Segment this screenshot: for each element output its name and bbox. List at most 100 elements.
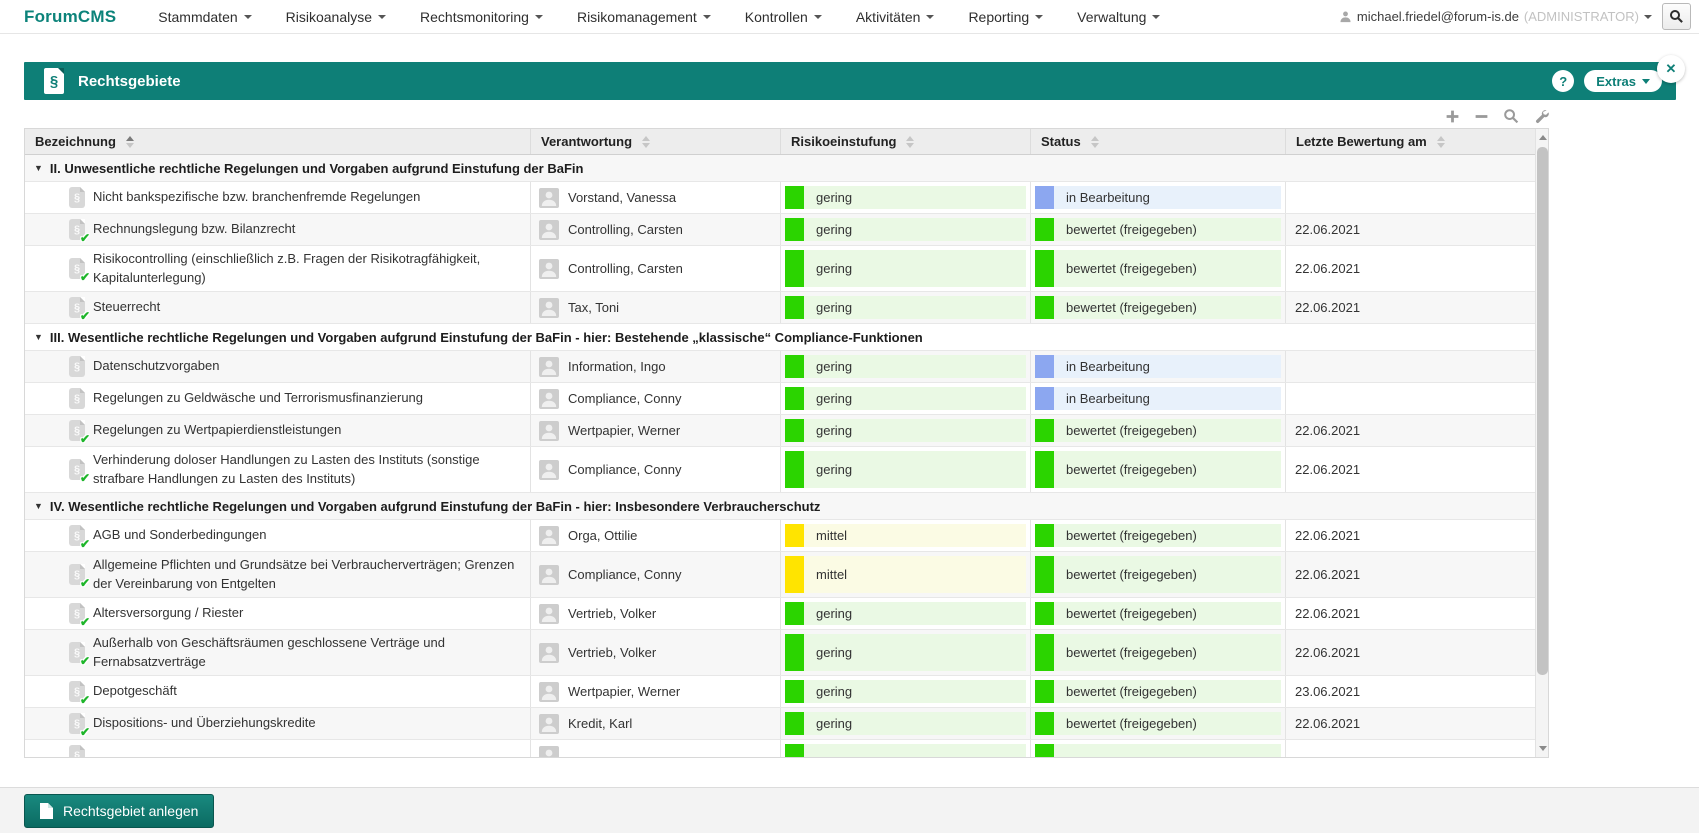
column-header-date[interactable]: Letzte Bewertung am bbox=[1286, 129, 1524, 154]
group-row[interactable]: ▼ III. Wesentliche rechtliche Regelungen … bbox=[25, 324, 1535, 351]
user-menu[interactable]: michael.friedel@forum-is.de (ADMINISTRAT… bbox=[1339, 9, 1652, 24]
column-header-risk[interactable]: Risikoeinstufung bbox=[781, 129, 1031, 154]
paragraph-document-icon: § bbox=[69, 356, 85, 377]
extras-button[interactable]: Extras bbox=[1584, 70, 1662, 92]
person-icon bbox=[539, 219, 559, 240]
menu-item-rechtsmonitoring[interactable]: Rechtsmonitoring bbox=[420, 9, 543, 25]
approved-check-icon: ✔ bbox=[79, 693, 90, 707]
collapse-icon[interactable]: ▼ bbox=[34, 163, 43, 173]
scroll-down-arrow[interactable] bbox=[1536, 741, 1548, 756]
column-header-owner[interactable]: Verantwortung bbox=[531, 129, 781, 154]
approved-check-icon: ✔ bbox=[79, 309, 90, 323]
table-row[interactable]: § Nicht bankspezifische bzw. branchenfrem… bbox=[25, 182, 1535, 214]
badge-color-bar bbox=[785, 634, 804, 671]
table-row[interactable]: § ✔ Altersversorgung / Riester Vertrieb, Vo… bbox=[25, 598, 1535, 630]
chevron-down-icon bbox=[1642, 78, 1650, 84]
paragraph-document-icon: § ✔ bbox=[69, 219, 90, 245]
badge-color-bar bbox=[1035, 250, 1054, 287]
group-label: III. Wesentliche rechtliche Regelungen u… bbox=[49, 329, 923, 345]
paragraph-document-icon: § ✔ bbox=[69, 420, 90, 446]
group-row[interactable]: ▼ IV. Wesentliche rechtliche Regelungen u… bbox=[25, 493, 1535, 520]
person-icon bbox=[539, 388, 559, 409]
sort-icon[interactable] bbox=[642, 135, 651, 148]
paragraph-document-icon: § ✔ bbox=[69, 642, 90, 668]
magnifier-icon[interactable] bbox=[1503, 108, 1519, 124]
badge-color-bar bbox=[1035, 387, 1054, 410]
table-row[interactable]: § ✔ AGB und Sonderbedingungen Orga, Ottilie… bbox=[25, 520, 1535, 552]
app-logo[interactable]: ForumCMS bbox=[24, 6, 117, 26]
paragraph-document-icon: § ✔ bbox=[69, 297, 90, 323]
column-header-status[interactable]: Status bbox=[1031, 129, 1286, 154]
badge-color-bar bbox=[785, 419, 804, 442]
table-row[interactable]: § ✔ Depotgeschäft Wertpapier, Werner gering b… bbox=[25, 676, 1535, 708]
rechtsgebiet-name: Rechnungslegung bzw. Bilanzrecht bbox=[93, 221, 296, 237]
person-icon bbox=[539, 745, 559, 757]
table-row[interactable]: § ✔ Allgemeine Pflichten und Grundsätze be… bbox=[25, 552, 1535, 598]
table-row[interactable]: § ✔ Risikocontrolling (einschließlich z.B.… bbox=[25, 246, 1535, 292]
badge-color-bar bbox=[785, 602, 804, 625]
create-rechtsgebiet-button[interactable]: Rechtsgebiet anlegen bbox=[24, 793, 215, 828]
owner-name: Wertpapier, Werner bbox=[568, 423, 681, 438]
scroll-up-arrow[interactable] bbox=[1536, 130, 1548, 145]
menu-item-verwaltung[interactable]: Verwaltung bbox=[1077, 9, 1161, 25]
approved-check-icon: ✔ bbox=[79, 725, 90, 739]
vertical-scrollbar[interactable] bbox=[1535, 129, 1548, 757]
menu-item-risikomanagement[interactable]: Risikomanagement bbox=[577, 9, 711, 25]
menu-item-aktivitäten[interactable]: Aktivitäten bbox=[856, 9, 935, 25]
column-header-name[interactable]: Bezeichnung bbox=[25, 129, 531, 154]
menu-item-stammdaten[interactable]: Stammdaten bbox=[158, 9, 252, 25]
rechtsgebiet-name: Regelungen zu Geldwäsche und Terrorismus… bbox=[93, 390, 424, 406]
sort-icon[interactable] bbox=[1436, 135, 1445, 148]
minus-icon[interactable] bbox=[1474, 109, 1489, 124]
rechtsgebiet-name: Risikocontrolling (einschließlich z.B. F… bbox=[93, 250, 481, 285]
chevron-down-icon bbox=[813, 15, 822, 19]
sort-icon[interactable] bbox=[1090, 135, 1099, 148]
chevron-down-icon bbox=[702, 15, 711, 19]
menu-item-kontrollen[interactable]: Kontrollen bbox=[745, 9, 822, 25]
scrollbar-thumb[interactable] bbox=[1537, 147, 1548, 675]
owner-name: Compliance, Conny bbox=[568, 567, 682, 582]
value-badge: gering bbox=[785, 712, 1026, 735]
table-row[interactable]: § ✔ Außerhalb von Geschäftsräumen geschlos… bbox=[25, 630, 1535, 676]
person-icon bbox=[539, 525, 559, 546]
grid-toolbar bbox=[24, 108, 1549, 124]
table-row[interactable]: § Datenschutzvorgaben Information, Ingo ger… bbox=[25, 351, 1535, 383]
person-icon bbox=[539, 187, 559, 208]
owner-name: Controlling, Carsten bbox=[568, 222, 683, 237]
person-icon bbox=[539, 564, 559, 585]
rechtsgebiet-name: Dispositions- und Überziehungskredite bbox=[93, 715, 316, 731]
table-row[interactable]: § ✔ Rechnungslegung bzw. Bilanzrecht Contro… bbox=[25, 214, 1535, 246]
badge-color-bar bbox=[1035, 634, 1054, 671]
paragraph-document-icon: § ✔ bbox=[69, 564, 90, 590]
chevron-down-icon bbox=[243, 15, 252, 19]
sort-icon[interactable] bbox=[906, 135, 915, 148]
paragraph-document-icon: § ✔ bbox=[69, 525, 90, 551]
owner-name: Vertrieb, Volker bbox=[568, 606, 657, 621]
table-row[interactable]: § bbox=[25, 740, 1535, 757]
value-badge: gering bbox=[785, 186, 1026, 209]
collapse-icon[interactable]: ▼ bbox=[34, 332, 43, 342]
group-row[interactable]: ▼ II. Unwesentliche rechtliche Regelungen… bbox=[25, 155, 1535, 182]
person-icon bbox=[539, 297, 559, 318]
collapse-icon[interactable]: ▼ bbox=[34, 501, 43, 511]
wrench-icon[interactable] bbox=[1533, 108, 1549, 124]
menu-item-risikoanalyse[interactable]: Risikoanalyse bbox=[286, 9, 387, 25]
table-row[interactable]: § Regelungen zu Geldwäsche und Terrorismu… bbox=[25, 383, 1535, 415]
value-badge: bewertet (freigegeben) bbox=[1035, 218, 1281, 241]
rechtsgebiet-name: Verhinderung doloser Handlungen zu Laste… bbox=[93, 451, 480, 486]
module-header: § Rechtsgebiete ? Extras ✕ bbox=[24, 55, 1685, 100]
paragraph-document-icon: § bbox=[69, 745, 85, 757]
sort-icon[interactable] bbox=[125, 135, 134, 148]
global-search-button[interactable] bbox=[1662, 3, 1691, 30]
table-row[interactable]: § ✔ Dispositions- und Überziehungskredite K… bbox=[25, 708, 1535, 740]
table-row[interactable]: § ✔ Steuerrecht Tax, Toni gering bewertet (fr… bbox=[25, 292, 1535, 324]
approved-check-icon: ✔ bbox=[79, 654, 90, 668]
value-badge: bewertet (freigegeben) bbox=[1035, 556, 1281, 593]
owner-name: Compliance, Conny bbox=[568, 462, 682, 477]
table-row[interactable]: § ✔ Regelungen zu Wertpapierdienstleistung… bbox=[25, 415, 1535, 447]
help-button[interactable]: ? bbox=[1552, 70, 1575, 92]
close-panel-button[interactable]: ✕ bbox=[1657, 55, 1685, 83]
table-row[interactable]: § ✔ Verhinderung doloser Handlungen zu Las… bbox=[25, 447, 1535, 493]
menu-item-reporting[interactable]: Reporting bbox=[968, 9, 1044, 25]
plus-icon[interactable] bbox=[1445, 109, 1460, 124]
